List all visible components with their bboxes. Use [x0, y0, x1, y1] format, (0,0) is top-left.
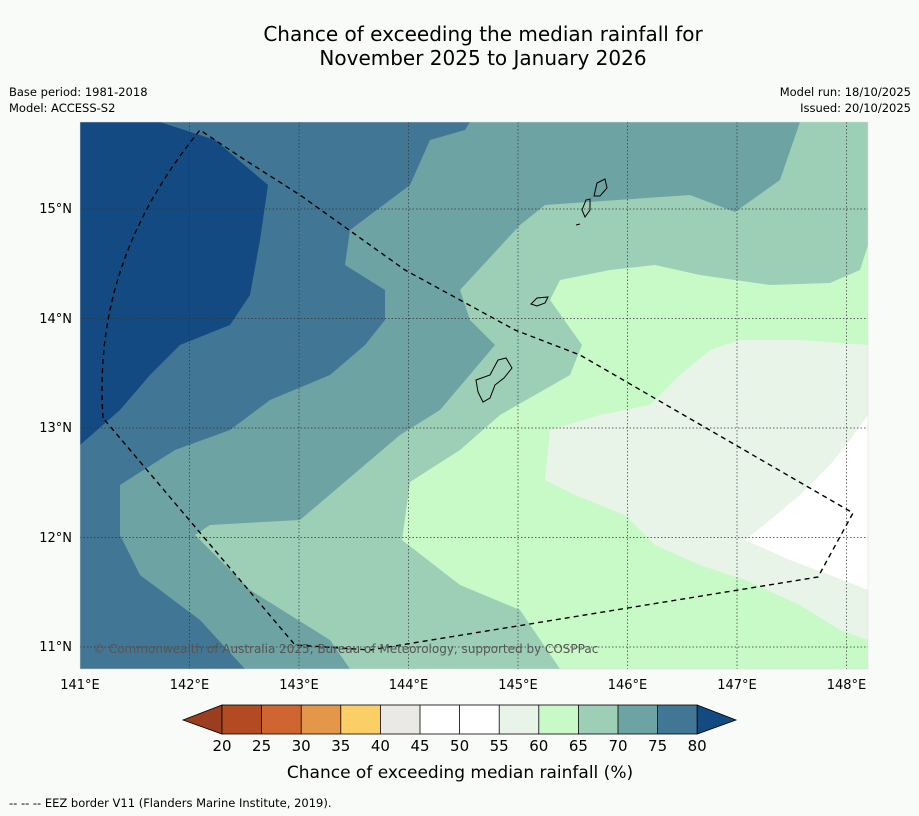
colorbar-tick: 35	[331, 737, 350, 755]
colorbar-label: Chance of exceeding median rainfall (%)	[287, 763, 633, 783]
lat-label: 15°N	[39, 202, 72, 217]
colorbar-segment	[261, 705, 302, 734]
colorbar-tick: 75	[648, 737, 667, 755]
lon-label: 142°E	[170, 678, 210, 693]
island-saipan	[593, 178, 608, 197]
colorbar-segment	[618, 705, 658, 734]
colorbar-tick: 65	[569, 737, 588, 755]
zone-over-80	[80, 122, 268, 445]
colorbar-segment	[499, 705, 539, 734]
title-line-1: Chance of exceeding the median rainfall …	[263, 22, 703, 46]
colorbar-ticks: 20 25 30 35 40 45 50 55 60 65 70 75 80	[212, 737, 706, 755]
colorbar-tick: 50	[450, 737, 469, 755]
map-title: Chance of exceeding the median rainfall …	[0, 22, 919, 70]
colorbar-over-arrow	[696, 704, 738, 735]
colorbar-segment	[301, 705, 341, 734]
base-period: Base period: 1981-2018	[9, 85, 148, 99]
title-line-2: November 2025 to January 2026	[319, 46, 647, 70]
islands	[475, 178, 608, 403]
model-run: Model run: 18/10/2025	[779, 85, 911, 99]
colorbar-segment	[340, 705, 381, 734]
eez-legend-note: -- -- -- EEZ border V11 (Flanders Marine…	[9, 796, 332, 810]
colorbar: 20 25 30 35 40 45 50 55 60 65 70 75 80 C…	[181, 704, 738, 783]
map-area: © Commonwealth of Australia 2025, Bureau…	[80, 122, 868, 669]
colorbar-tick: 70	[608, 737, 627, 755]
issued-date: Issued: 20/10/2025	[800, 101, 911, 115]
colorbar-segment	[578, 705, 618, 734]
lon-label: 143°E	[279, 678, 319, 693]
graticule	[80, 122, 868, 669]
eez-border	[101, 129, 854, 651]
lat-axis: 15°N 14°N 13°N 12°N 11°N	[39, 202, 72, 655]
colorbar-tick: 60	[529, 737, 548, 755]
zone-55-60	[545, 340, 868, 640]
colorbar-tick: 55	[490, 737, 509, 755]
island-guam	[475, 357, 513, 403]
lat-label: 14°N	[39, 312, 72, 327]
lat-label: 11°N	[39, 640, 72, 655]
colorbar-segment	[420, 705, 460, 734]
colorbar-tick: 20	[212, 737, 231, 755]
colorbar-under-arrow	[181, 704, 223, 735]
lat-label: 13°N	[39, 421, 72, 436]
colorbar-segment	[380, 705, 420, 734]
island-aguijan	[575, 223, 581, 226]
lat-label: 12°N	[39, 531, 72, 546]
lon-label: 148°E	[827, 678, 867, 693]
lon-label: 141°E	[60, 678, 100, 693]
island-rota	[530, 296, 549, 307]
lon-label: 144°E	[389, 678, 429, 693]
model-name: Model: ACCESS-S2	[9, 101, 116, 115]
copyright-note: © Commonwealth of Australia 2025, Bureau…	[93, 642, 598, 656]
colorbar-tick: 25	[252, 737, 271, 755]
colorbar-segment	[538, 705, 579, 734]
colorbar-tick: 80	[688, 737, 707, 755]
colorbar-tick: 30	[292, 737, 311, 755]
colorbar-tick: 45	[410, 737, 429, 755]
meta-left: Base period: 1981-2018 Model: ACCESS-S2	[9, 84, 148, 116]
zone-45-55	[745, 415, 868, 590]
colorbar-tick: 40	[371, 737, 390, 755]
lon-label: 145°E	[498, 678, 538, 693]
colorbar-segment	[222, 705, 262, 734]
island-tinian	[581, 198, 591, 219]
colorbar-segment	[459, 705, 500, 734]
lon-label: 147°E	[717, 678, 757, 693]
meta-right: Model run: 18/10/2025 Issued: 20/10/2025	[780, 84, 911, 116]
lon-axis: 141°E 142°E 143°E 144°E 145°E 146°E 147°…	[60, 678, 866, 693]
colorbar-segment	[657, 705, 698, 734]
lon-label: 146°E	[608, 678, 648, 693]
